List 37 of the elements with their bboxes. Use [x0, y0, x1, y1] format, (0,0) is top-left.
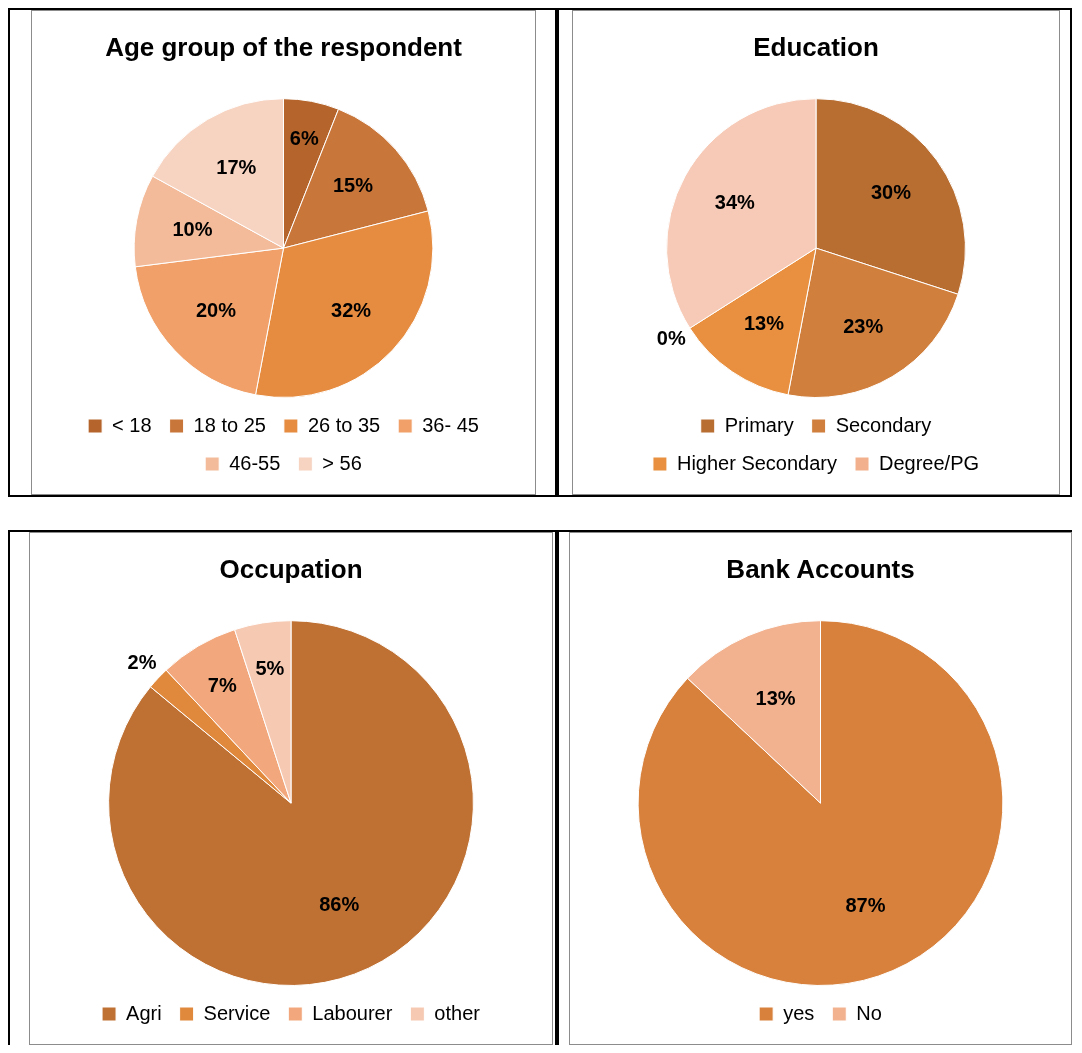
data-label: 5% — [255, 657, 285, 680]
legend-label: Secondary — [835, 413, 932, 436]
legend-label: 46-55 — [229, 451, 281, 474]
legend-label: No — [856, 1001, 882, 1024]
data-label: 6% — [289, 127, 319, 150]
chart-title: Education — [753, 31, 879, 62]
data-label: 13% — [743, 312, 785, 335]
data-label: 7% — [207, 674, 237, 697]
data-label: 32% — [331, 299, 372, 322]
chart-title: Bank Accounts — [726, 553, 915, 584]
data-label: 86% — [319, 892, 360, 915]
data-label: 34% — [714, 190, 756, 213]
legend-label: Service — [203, 1001, 271, 1024]
legend-label: < 18 — [112, 413, 152, 436]
legend-label: Primary — [724, 413, 794, 436]
data-label: 87% — [845, 894, 886, 917]
legend-label: 26 to 35 — [307, 413, 381, 436]
data-label: 2% — [127, 650, 157, 673]
legend-label: Higher Secondary — [676, 451, 838, 474]
legend-label: Labourer — [312, 1001, 393, 1024]
text: 0% — [656, 327, 686, 350]
legend-label: > 56 — [322, 451, 362, 474]
legend-label: Degree/PG — [879, 451, 980, 474]
data-label: 13% — [755, 686, 796, 709]
chart-title: Occupation — [219, 553, 363, 584]
data-label: 30% — [870, 181, 912, 204]
data-label: 17% — [216, 155, 257, 178]
legend-label: 36- 45 — [422, 413, 479, 436]
data-label: 23% — [843, 315, 884, 338]
data-label: 15% — [332, 174, 374, 197]
legend-label: yes — [783, 1001, 815, 1024]
data-label: 10% — [172, 218, 213, 241]
data-label: 20% — [195, 299, 237, 322]
legend-label: 18 to 25 — [193, 413, 266, 436]
legend-label: other — [434, 1001, 481, 1024]
legend-label: Agri — [126, 1001, 162, 1024]
chart-title: Age group of the respondent — [105, 31, 463, 62]
